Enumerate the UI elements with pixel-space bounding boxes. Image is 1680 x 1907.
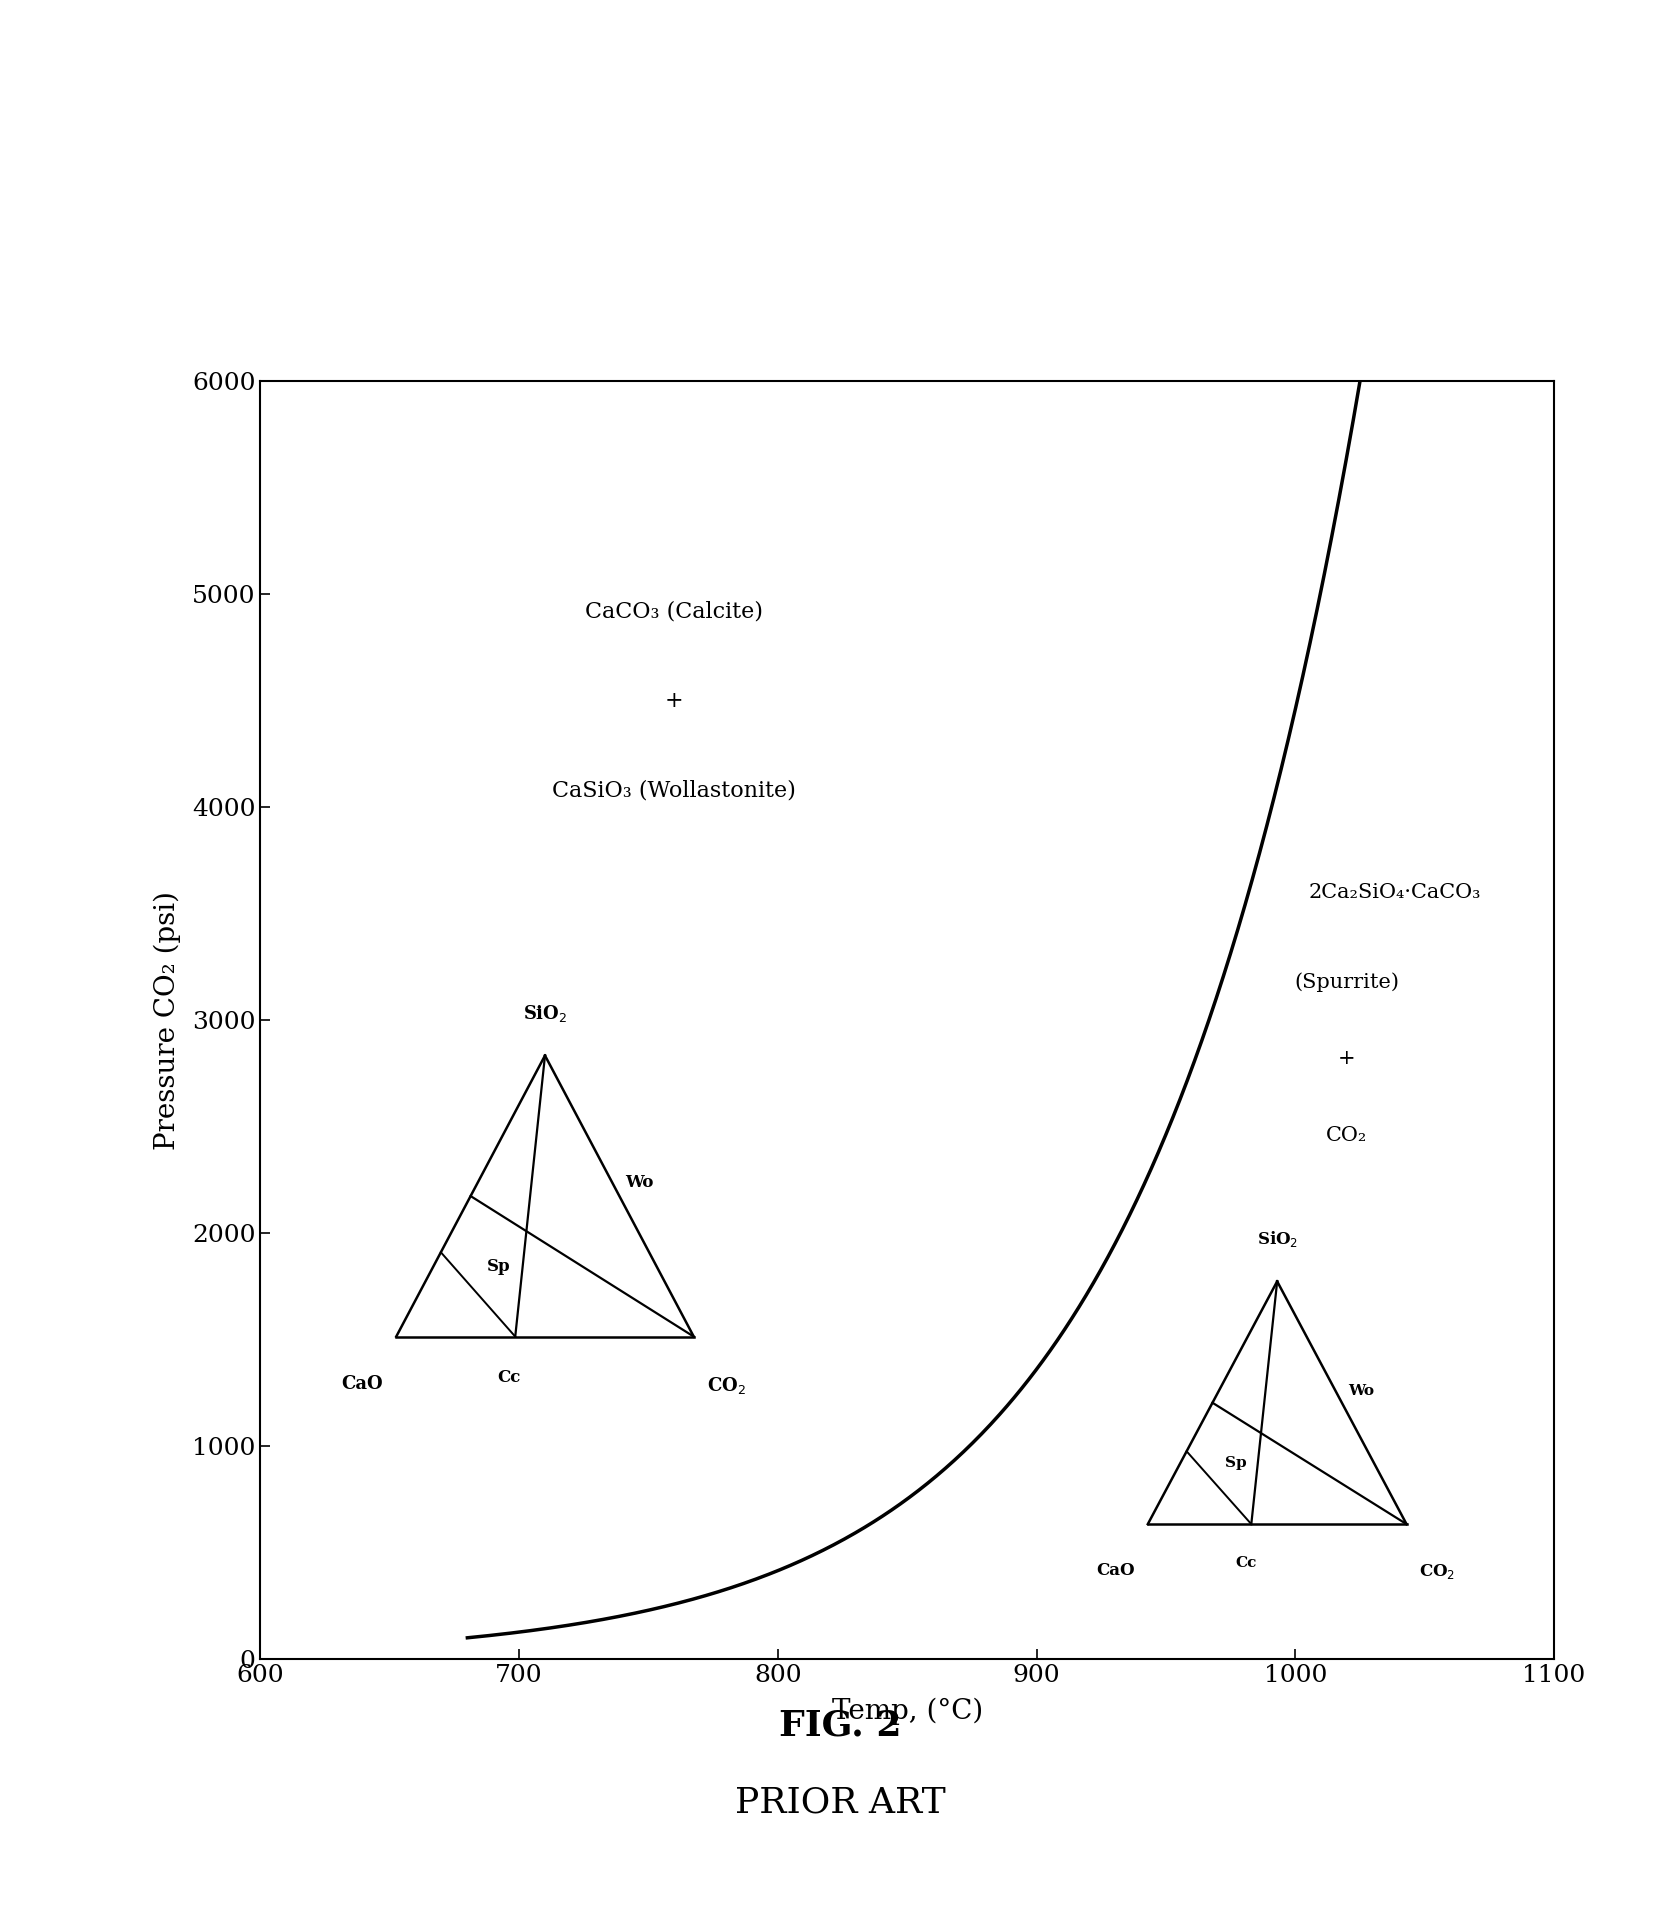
Text: CaO: CaO xyxy=(1097,1562,1136,1579)
Text: Sp: Sp xyxy=(1225,1457,1247,1470)
Text: SiO$_2$: SiO$_2$ xyxy=(1257,1230,1297,1249)
Text: PRIOR ART: PRIOR ART xyxy=(734,1785,946,1819)
Text: CaO: CaO xyxy=(341,1375,383,1392)
Text: Cc: Cc xyxy=(497,1369,521,1386)
Text: +: + xyxy=(1339,1049,1356,1068)
Text: CO₂: CO₂ xyxy=(1326,1125,1368,1144)
Text: Wo: Wo xyxy=(625,1173,654,1190)
Text: CaCO₃ (Calcite): CaCO₃ (Calcite) xyxy=(585,601,763,622)
Text: Cc: Cc xyxy=(1235,1556,1257,1569)
X-axis label: Temp, (°C): Temp, (°C) xyxy=(832,1697,983,1726)
Text: Sp: Sp xyxy=(487,1259,511,1274)
Text: CO$_2$: CO$_2$ xyxy=(1420,1562,1455,1581)
Text: Wo: Wo xyxy=(1349,1384,1374,1398)
Text: CaSiO₃ (Wollastonite): CaSiO₃ (Wollastonite) xyxy=(553,780,796,801)
Y-axis label: Pressure CO₂ (psi): Pressure CO₂ (psi) xyxy=(153,891,181,1150)
Text: 2Ca₂SiO₄·CaCO₃: 2Ca₂SiO₄·CaCO₃ xyxy=(1309,883,1480,902)
Text: +: + xyxy=(665,690,684,711)
Text: CO$_2$: CO$_2$ xyxy=(707,1375,746,1396)
Text: FIG. 2: FIG. 2 xyxy=(780,1709,900,1743)
Text: SiO$_2$: SiO$_2$ xyxy=(522,1003,568,1024)
Text: (Spurrite): (Spurrite) xyxy=(1295,973,1399,992)
